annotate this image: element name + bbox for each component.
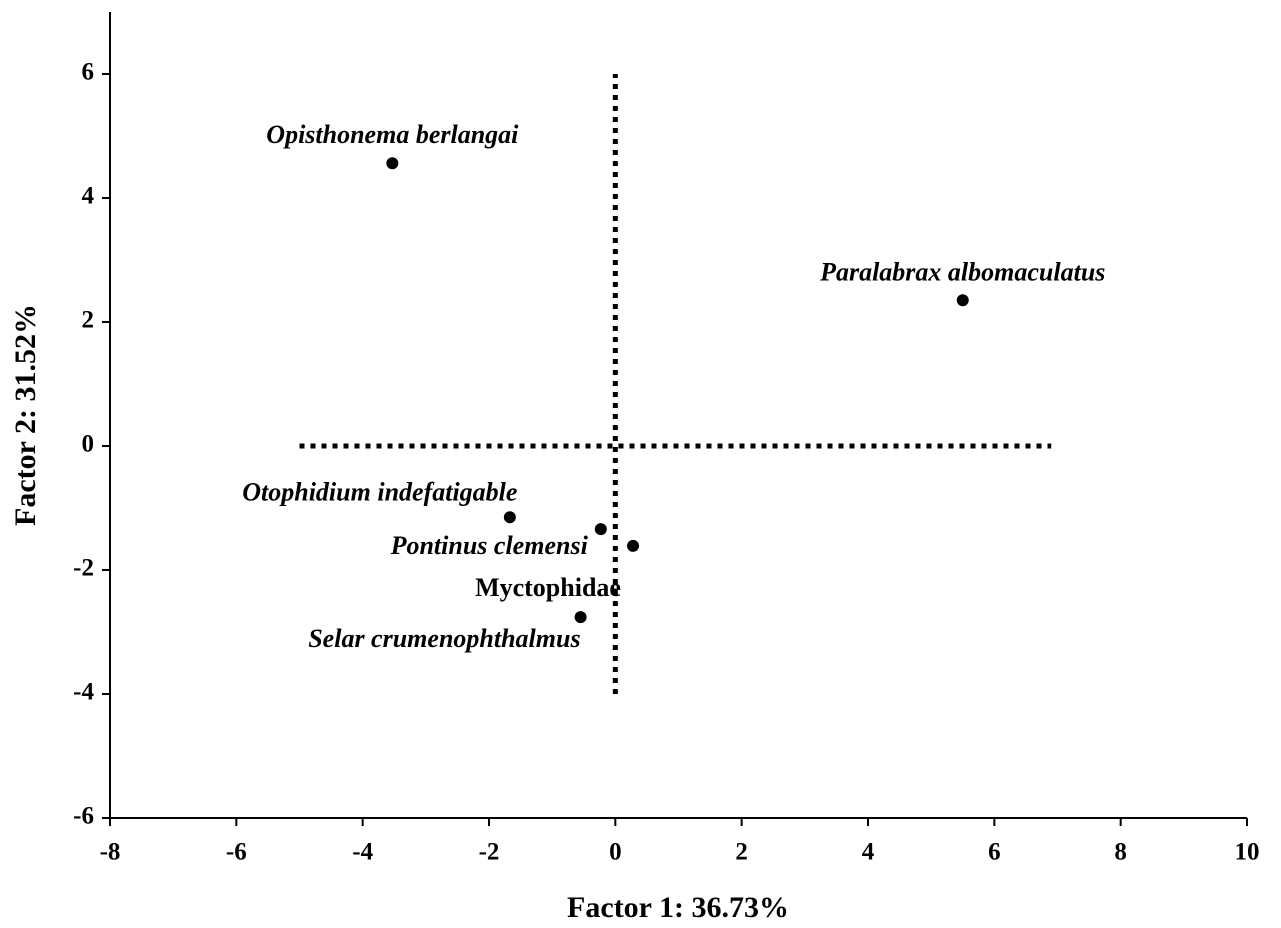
x-tick-label: -4 — [352, 839, 373, 866]
point-label: Selar crumenophthalmus — [308, 624, 580, 653]
y-axis-title: Factor 2: 31.52% — [9, 304, 42, 526]
point — [386, 157, 399, 170]
point — [503, 511, 516, 524]
x-tick-label: -8 — [100, 839, 121, 866]
y-tick-label: -6 — [73, 803, 94, 830]
point-label: Opisthonema berlangai — [266, 120, 519, 149]
x-tick-label: 10 — [1235, 839, 1260, 866]
y-tick-label: -2 — [73, 555, 94, 582]
y-tick-label: 4 — [82, 183, 95, 210]
point — [574, 611, 587, 624]
point-label: Paralabrax albomaculatus — [819, 257, 1105, 286]
x-tick-label: 0 — [609, 839, 622, 866]
x-tick-label: -2 — [479, 839, 500, 866]
y-tick-label: -4 — [73, 679, 94, 706]
point-label: Pontinus clemensi — [390, 531, 589, 560]
x-tick-label: 8 — [1114, 839, 1127, 866]
x-tick-label: 2 — [735, 839, 748, 866]
y-tick-label: 6 — [82, 59, 95, 86]
point-label: Myctophidae — [475, 573, 621, 602]
point — [594, 523, 607, 536]
x-tick-label: -6 — [226, 839, 247, 866]
y-tick-label: 0 — [82, 431, 95, 458]
point — [627, 539, 640, 552]
x-tick-label: 6 — [988, 839, 1001, 866]
x-axis-title: Factor 1: 36.73% — [567, 891, 789, 924]
y-tick-label: 2 — [82, 307, 95, 334]
x-tick-label: 4 — [862, 839, 875, 866]
point — [956, 294, 969, 307]
point-label: Otophidium indefatigable — [242, 477, 517, 506]
